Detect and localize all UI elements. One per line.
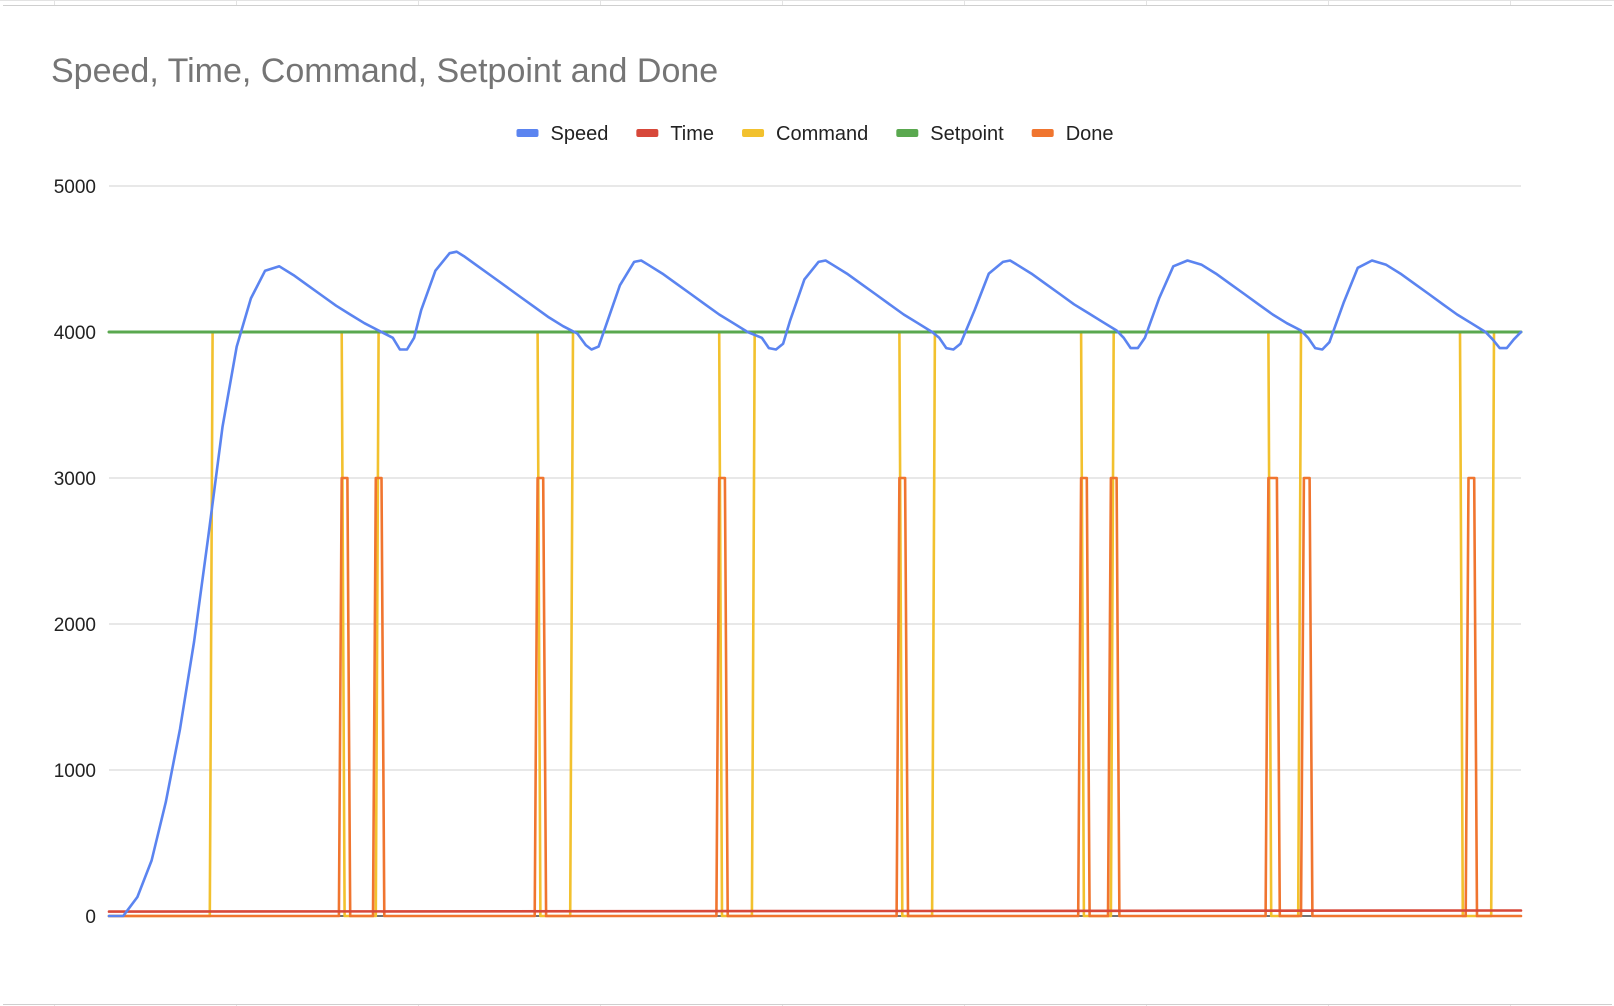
- chart-card[interactable]: Speed, Time, Command, Setpoint and Done …: [3, 5, 1612, 1005]
- y-axis: 0 1000 2000 3000 4000 5000: [54, 177, 96, 928]
- series-line-speed: [107, 250, 1523, 918]
- legend-swatch-done: [1031, 129, 1054, 137]
- legend-swatch-time: [636, 129, 659, 137]
- chart: Speed, Time, Command, Setpoint and Done …: [51, 52, 1523, 928]
- chart-title: Speed, Time, Command, Setpoint and Done: [51, 52, 718, 90]
- series-line-done: [107, 476, 1523, 918]
- y-tick-label: 0: [85, 907, 96, 928]
- series-line-time: [107, 909, 1523, 913]
- legend-item-speed[interactable]: Speed: [516, 123, 608, 145]
- legend-item-done[interactable]: Done: [1031, 123, 1114, 145]
- legend-item-command[interactable]: Command: [742, 123, 868, 145]
- legend-label-done: Done: [1066, 123, 1114, 145]
- legend-label-speed: Speed: [550, 123, 608, 145]
- y-tick-label: 1000: [54, 761, 96, 782]
- legend-item-time[interactable]: Time: [636, 123, 714, 145]
- legend-swatch-setpoint: [896, 129, 919, 137]
- y-tick-label: 5000: [54, 177, 96, 198]
- series-line-command: [107, 330, 1523, 918]
- legend-swatch-command: [742, 129, 765, 137]
- legend-swatch-speed: [516, 129, 539, 137]
- y-tick-label: 3000: [54, 469, 96, 490]
- legend-label-command: Command: [776, 123, 868, 145]
- legend[interactable]: Speed Time Command Setpoint Done: [516, 123, 1114, 145]
- y-tick-label: 4000: [54, 323, 96, 344]
- legend-item-setpoint[interactable]: Setpoint: [896, 123, 1004, 145]
- legend-label-setpoint: Setpoint: [930, 123, 1004, 145]
- series-group: [107, 250, 1523, 918]
- legend-label-time: Time: [670, 123, 714, 145]
- y-tick-label: 2000: [54, 615, 96, 636]
